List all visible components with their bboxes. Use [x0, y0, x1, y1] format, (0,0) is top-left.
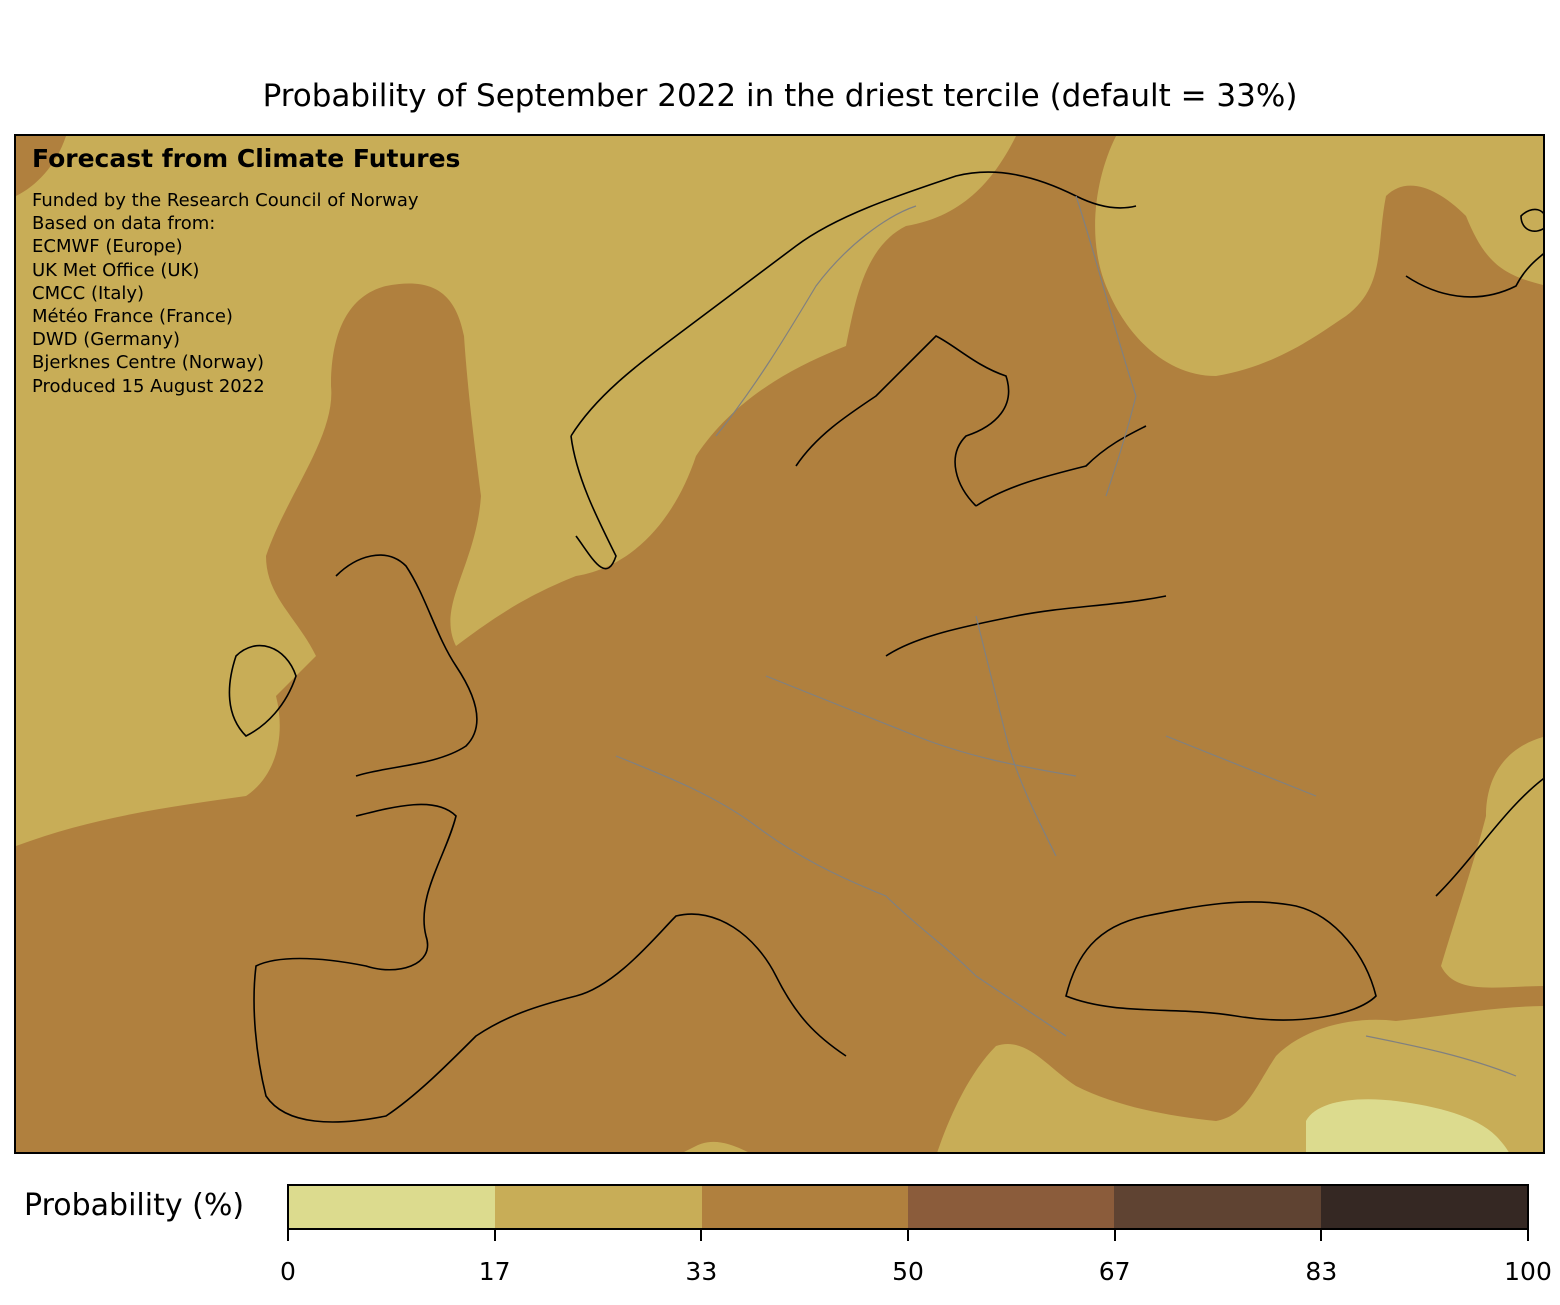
colorbar-label: Probability (%) [24, 1188, 245, 1223]
colorbar-tick [1320, 1230, 1323, 1241]
credit-line: ECMWF (Europe) [32, 236, 183, 258]
colorbar [287, 1184, 1529, 1230]
colorbar-segment [289, 1186, 496, 1228]
region-0-17 [1306, 1099, 1509, 1152]
colorbar-tick-label: 50 [892, 1257, 924, 1286]
credit-line: Produced 15 August 2022 [32, 375, 265, 397]
region-33-50 [16, 136, 1543, 1152]
credit-line: DWD (Germany) [32, 329, 181, 351]
colorbar-tick [1113, 1230, 1116, 1241]
credit-line: CMCC (Italy) [32, 282, 145, 304]
colorbar-segment [495, 1186, 702, 1228]
region-33-50-north [16, 136, 66, 196]
colorbar-tick [700, 1230, 703, 1241]
colorbar-segment [1320, 1186, 1527, 1228]
colorbar-tick [287, 1230, 289, 1241]
colorbar-tick [493, 1230, 496, 1241]
colorbar-tick-label: 100 [1504, 1257, 1552, 1286]
credit-line: UK Met Office (UK) [32, 259, 200, 281]
colorbar-tick-label: 33 [685, 1257, 718, 1286]
colorbar-segment [1114, 1186, 1321, 1228]
forecast-map [16, 136, 1543, 1152]
colorbar-tick [1527, 1230, 1529, 1241]
borders [615, 195, 1517, 1077]
colorbar-tick-label: 83 [1305, 1257, 1338, 1286]
colorbar-tick-label: 0 [280, 1257, 296, 1286]
credit-line: Bjerknes Centre (Norway) [32, 352, 265, 374]
credits-heading: Forecast from Climate Futures [32, 144, 461, 173]
credit-line: Météo France (France) [32, 306, 233, 328]
colorbar-tick [907, 1230, 909, 1241]
map-title: Probability of September 2022 in the dri… [262, 78, 1298, 114]
colorbar-tick-label: 67 [1098, 1257, 1131, 1286]
map-panel[interactable]: Forecast from Climate Futures Funded by … [14, 134, 1545, 1154]
credits-block: Forecast from Climate Futures Funded by … [32, 144, 460, 398]
colorbar-segment [907, 1186, 1115, 1228]
credit-line: Based on data from: [32, 213, 216, 235]
credit-line: Funded by the Research Council of Norway [32, 190, 419, 211]
colorbar-tick-label: 17 [478, 1257, 511, 1286]
coastlines [228, 171, 1543, 1123]
colorbar-segment [701, 1186, 908, 1228]
